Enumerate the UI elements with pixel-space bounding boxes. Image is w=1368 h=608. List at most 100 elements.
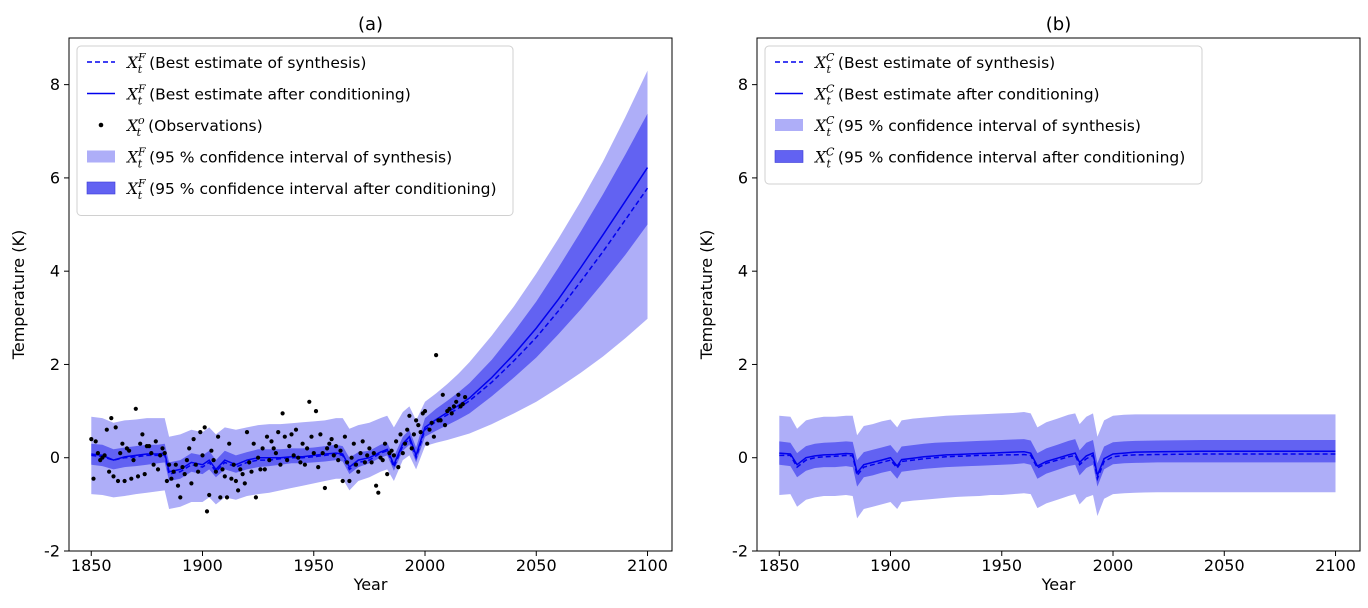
observation-point: [109, 416, 114, 421]
observation-point: [244, 430, 250, 435]
observation-point: [251, 441, 256, 446]
observation-point: [227, 441, 232, 446]
observation-point: [400, 451, 405, 456]
observation-point: [229, 476, 234, 481]
observation-point: [302, 462, 307, 467]
observation-point: [149, 451, 154, 456]
observation-point: [311, 451, 316, 456]
observation-point: [394, 439, 399, 444]
observation-point: [222, 474, 227, 479]
observation-point: [209, 448, 214, 453]
legend-item: XC t (Best estimate after conditioning): [775, 83, 1100, 108]
legend-handle-dot: [98, 122, 104, 128]
observation-point: [276, 430, 281, 435]
observation-point: [189, 481, 194, 486]
observation-point: [407, 413, 412, 418]
observation-point: [153, 439, 158, 444]
legend-handle-band: [774, 150, 804, 163]
legend-item: XF t (95 % confidence interval of synthesi…: [87, 146, 452, 171]
x-tick-label: 1950: [293, 556, 334, 575]
observation-point: [202, 425, 207, 430]
y-tick-label: 2: [50, 355, 60, 374]
y-tick-label: 0: [738, 448, 748, 467]
observation-point: [113, 425, 118, 430]
observation-point: [405, 427, 410, 432]
observation-point: [340, 478, 345, 484]
observation-point: [360, 439, 365, 444]
observation-point: [305, 446, 310, 451]
y-tick-label: 8: [738, 75, 748, 94]
legend-handle-band: [775, 119, 803, 131]
x-tick-label: 2000: [405, 556, 446, 575]
observations: [89, 353, 468, 514]
observation-point: [267, 458, 272, 463]
observation-point: [138, 441, 143, 446]
observation-point: [398, 432, 403, 437]
observation-point: [414, 418, 419, 423]
observation-point: [104, 427, 109, 432]
observation-point: [382, 441, 388, 446]
legend-item: XC t (Best estimate of synthesis): [775, 51, 1055, 76]
observation-point: [367, 446, 372, 451]
observation-point: [396, 465, 401, 470]
observation-point: [389, 448, 394, 453]
y-axis-label: Temperature (K): [9, 230, 28, 360]
observation-point: [264, 434, 270, 439]
y-tick-label: 0: [50, 448, 60, 467]
observation-point: [402, 441, 408, 446]
x-tick-label: 2100: [627, 556, 668, 575]
legend-label: XC t (Best estimate after conditioning): [814, 83, 1100, 108]
observation-point: [127, 448, 132, 453]
observation-point: [347, 478, 352, 484]
observation-point: [160, 446, 165, 451]
observation-point: [131, 458, 136, 463]
observation-point: [438, 418, 443, 423]
observation-point: [118, 451, 123, 456]
observation-point: [107, 469, 112, 474]
observation-point: [211, 458, 216, 463]
observation-point: [342, 434, 347, 439]
axes-frame: [756, 37, 1361, 552]
observation-point: [296, 455, 301, 460]
observation-point: [178, 495, 183, 500]
x-tick-label: 1950: [981, 556, 1022, 575]
observation-point: [369, 460, 374, 465]
panel-title: (a): [358, 14, 383, 35]
observation-point: [322, 485, 327, 491]
legend-item: XF t (Best estimate after conditioning): [87, 83, 411, 108]
y-tick-label: 4: [50, 262, 60, 281]
y-tick-label: 6: [50, 168, 60, 187]
y-tick-label: -2: [44, 542, 60, 561]
y-axis-label: Temperature (K): [697, 230, 716, 360]
observation-point: [173, 462, 178, 467]
observation-point: [180, 465, 185, 470]
observation-point: [142, 472, 147, 477]
x-tick-label: 2050: [1204, 556, 1245, 575]
observation-point: [262, 467, 267, 472]
observation-point: [175, 483, 181, 488]
legend-label: XC t (95 % confidence interval of synthesi…: [814, 114, 1141, 139]
observation-point: [456, 392, 461, 397]
observation-point: [193, 462, 198, 467]
observation-point: [300, 441, 305, 446]
observation-point: [182, 472, 187, 477]
observation-point: [236, 488, 241, 493]
observation-point: [191, 437, 196, 442]
observation-point: [385, 472, 390, 477]
x-tick-label: 1900: [870, 556, 911, 575]
legend-box: [764, 45, 1203, 185]
observation-point: [449, 411, 454, 416]
observation-point: [374, 483, 379, 488]
legend-label: Xo t (Observations): [126, 114, 263, 139]
observation-point: [140, 432, 145, 437]
observation-point: [238, 467, 243, 472]
observation-point: [425, 441, 430, 446]
x-tick-label: 2000: [1093, 556, 1134, 575]
observation-point: [336, 458, 341, 463]
observation-point: [429, 420, 434, 425]
observation-point: [213, 469, 218, 474]
observation-point: [289, 432, 294, 437]
observation-point: [196, 469, 201, 474]
y-tick-label: 6: [738, 168, 748, 187]
observation-point: [333, 444, 339, 449]
